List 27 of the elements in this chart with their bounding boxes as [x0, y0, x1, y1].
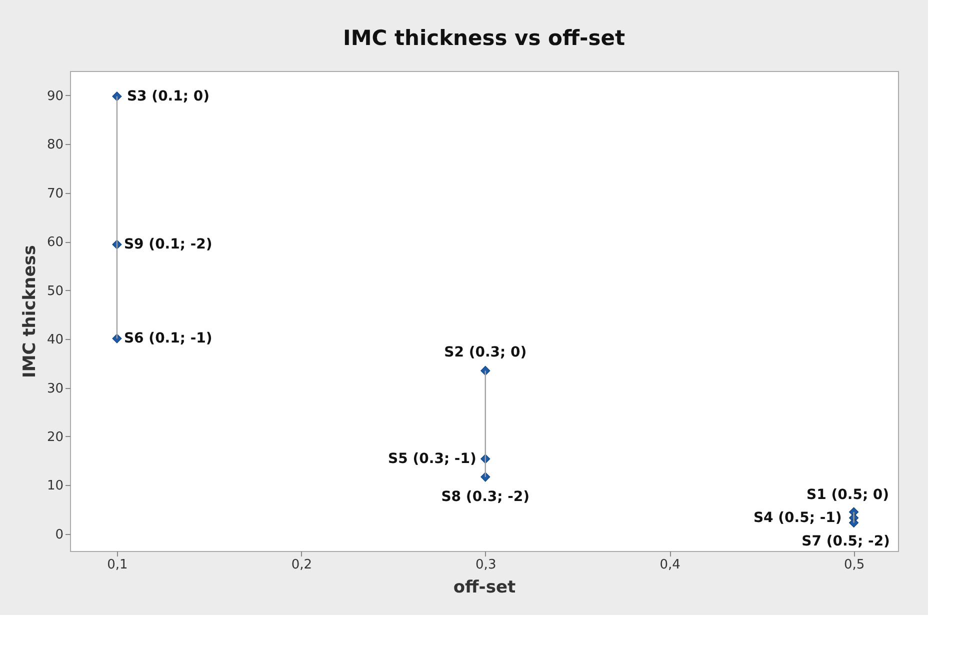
chart-title: IMC thickness vs off-set — [343, 26, 625, 50]
y-tick-label: 70 — [46, 186, 64, 202]
y-tick-label: 40 — [46, 332, 64, 348]
y-tick-label: 30 — [46, 381, 64, 396]
x-tick-label: 0,3 — [476, 558, 496, 572]
annotation: S8 (0.3; -2) — [441, 488, 530, 505]
annotation: S4 (0.5; -1) — [753, 510, 842, 526]
y-axis-title: IMC thickness — [20, 245, 40, 378]
annotation: S3 (0.1; 0) — [126, 88, 210, 104]
x-tick-label: 0,4 — [660, 558, 680, 572]
annotation: S6 (0.1; -1) — [124, 330, 212, 347]
y-tick-label: 10 — [46, 478, 64, 494]
x-tick-label: 0,5 — [844, 558, 865, 572]
y-tick-label: 20 — [46, 430, 64, 445]
annotation: S1 (0.5; 0) — [806, 487, 890, 504]
y-tick-label: 0 — [55, 527, 64, 542]
y-tick-label: 50 — [46, 284, 64, 299]
y-tick-label: 60 — [46, 235, 64, 250]
annotation: S5 (0.3; -1) — [388, 450, 476, 467]
annotation: S9 (0.1; -2) — [124, 236, 212, 252]
x-tick-label: 0,1 — [107, 558, 128, 572]
y-tick-label: 80 — [46, 138, 64, 153]
x-axis-title: off-set — [453, 578, 516, 598]
annotation: S2 (0.3; 0) — [444, 344, 527, 361]
annotation: S7 (0.5; -2) — [802, 534, 890, 550]
y-tick-label: 90 — [46, 88, 64, 104]
x-tick-label: 0,2 — [291, 558, 312, 572]
